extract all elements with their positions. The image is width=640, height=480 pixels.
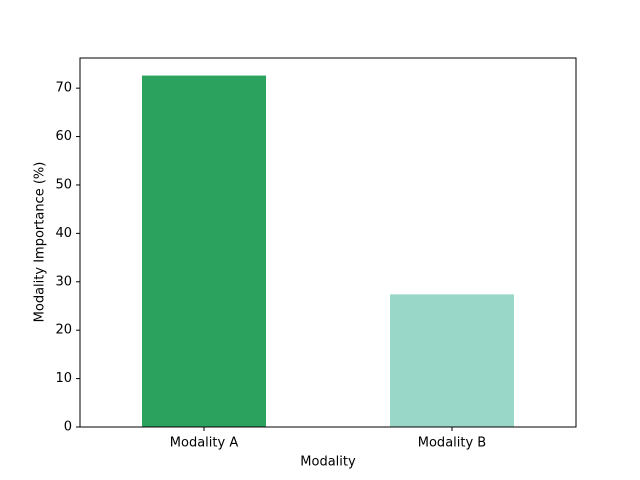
y-tick-label: 0 xyxy=(64,420,72,435)
x-axis-label: Modality xyxy=(300,455,356,470)
bar xyxy=(390,294,514,427)
x-tick-label: Modality B xyxy=(418,436,486,451)
y-axis-label: Modality Importance (%) xyxy=(33,162,48,323)
y-tick-label: 30 xyxy=(55,274,72,289)
bar xyxy=(142,75,266,428)
y-tick-label: 70 xyxy=(55,81,72,96)
y-tick-label: 20 xyxy=(55,323,72,338)
y-tick-label: 60 xyxy=(55,129,72,144)
plot-frame xyxy=(79,57,577,428)
y-tick-label: 40 xyxy=(55,226,72,241)
y-tick-label: 50 xyxy=(55,177,72,192)
x-tick-label: Modality A xyxy=(170,436,239,451)
y-tick-label: 10 xyxy=(55,371,72,386)
